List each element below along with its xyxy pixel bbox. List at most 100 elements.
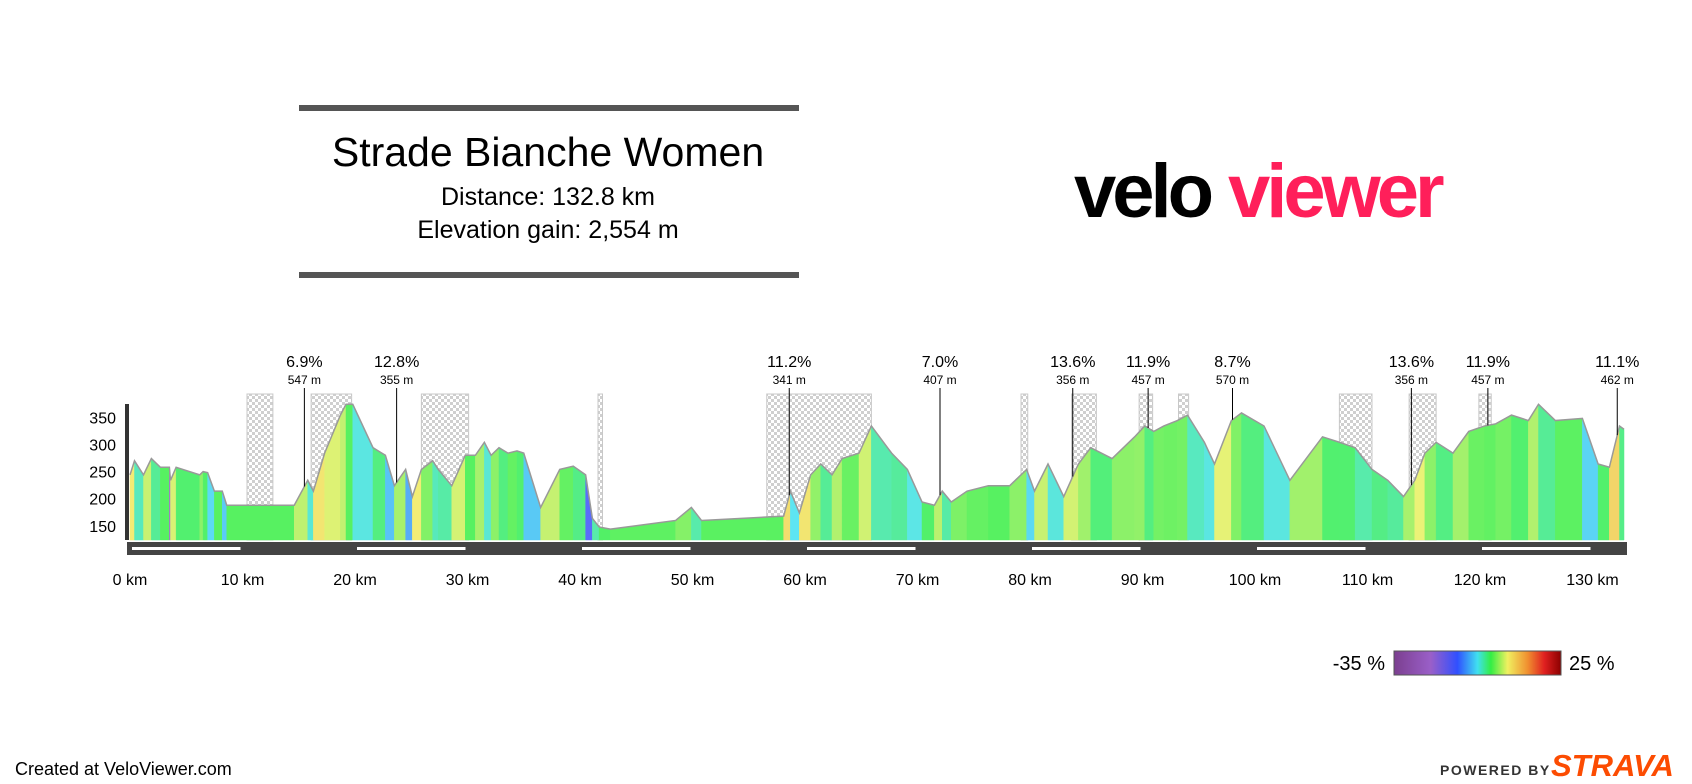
profile-segment (1289, 436, 1323, 541)
climb-length: 457 m (1471, 373, 1504, 387)
profile-segment (199, 470, 204, 541)
profile-segment (1241, 412, 1265, 541)
title: Strade Bianche Women (332, 129, 764, 175)
climb-length: 462 m (1601, 373, 1634, 387)
profile-segment (1263, 425, 1291, 541)
profile-segment (1214, 420, 1232, 541)
x-tick-label: 20 km (333, 572, 377, 589)
elevation-gain: Elevation gain: 2,554 m (417, 216, 678, 244)
scale-min-label: -35 % (1333, 653, 1385, 675)
profile-segment (1177, 414, 1188, 541)
profile-segment (966, 485, 989, 541)
profile-segment (1322, 436, 1340, 541)
climb-length: 356 m (1056, 373, 1089, 387)
profile-segment (1484, 423, 1496, 541)
climb-grade: 11.1% (1595, 354, 1639, 371)
header-rule (299, 105, 799, 111)
profile-segment (340, 404, 347, 541)
profile-segment (1538, 403, 1556, 541)
climb-length: 407 m (923, 373, 956, 387)
profile-segment (1047, 463, 1064, 541)
profile-segment (1163, 420, 1178, 541)
powered-by: POWERED BY (1440, 762, 1551, 778)
profile-segment (151, 457, 161, 541)
profile-segment (421, 460, 433, 541)
profile-segment (907, 469, 923, 541)
y-tick-label: 300 (89, 437, 116, 454)
profile-segment (1609, 425, 1620, 541)
profile-segment (345, 404, 353, 541)
x-tick-label: 120 km (1454, 572, 1506, 589)
profile-segment (1187, 414, 1205, 541)
profile-segment (175, 466, 200, 541)
climb-length: 356 m (1395, 373, 1428, 387)
profile-segment (1468, 425, 1485, 541)
profile-segment (226, 505, 295, 541)
profile-segment (1134, 425, 1145, 541)
profile-segment (214, 490, 223, 541)
profile-segment (1424, 441, 1437, 541)
plot: 150 200 250 300 350 0 km 10 km 20 km 30 km 40 km 5… (89, 354, 1639, 589)
distance: Distance: 132.8 km (441, 183, 655, 211)
profile-segment (675, 506, 692, 541)
profile-segment (394, 468, 406, 541)
logo-viewer: viewer (1228, 149, 1444, 234)
profile-segment (475, 441, 485, 541)
profile-segment (1495, 414, 1512, 541)
profile-segment (1435, 441, 1454, 541)
climb-grade: 8.7% (1214, 354, 1250, 371)
profile-segment (921, 501, 935, 541)
profile-segment (484, 442, 492, 541)
profile-segment (1597, 463, 1610, 541)
gravel-sector (597, 393, 603, 541)
climb-grade: 12.8% (374, 354, 419, 371)
profile-segment (1009, 468, 1027, 541)
profile-segment (498, 447, 509, 541)
profile-segment (810, 463, 821, 541)
profile-outline (129, 403, 1625, 530)
x-tick-label: 100 km (1229, 572, 1281, 589)
profile-segment (1619, 425, 1625, 541)
profile-segment (1582, 418, 1599, 541)
climb-grade: 11.9% (1466, 354, 1510, 371)
profile-segment (1371, 468, 1388, 541)
profile-segment (1144, 425, 1154, 541)
x-tick-label: 90 km (1121, 572, 1165, 589)
x-tick-label: 50 km (671, 572, 715, 589)
profile-segment (202, 471, 208, 541)
profile-segment (523, 453, 541, 541)
profile-segment (691, 506, 702, 541)
climb-length: 341 m (773, 373, 806, 387)
x-tick-label: 80 km (1008, 572, 1052, 589)
profile-segment (573, 465, 586, 541)
climb-grade: 13.6% (1389, 354, 1434, 371)
x-tick-label: 70 km (896, 572, 940, 589)
strava: STRAVA (1551, 748, 1674, 783)
climb-length: 457 m (1131, 373, 1164, 387)
profile-segment (1034, 463, 1049, 541)
profile-segment (820, 463, 833, 541)
profile-segment (1063, 463, 1079, 541)
profile-segment (1555, 418, 1583, 541)
profile-segment (432, 459, 439, 541)
logo-velo: velo (1074, 149, 1212, 234)
y-tick-label: 350 (89, 410, 116, 427)
profile-segment (1204, 442, 1215, 541)
credit: Created at VeloViewer.com (15, 759, 232, 779)
x-tick-label: 130 km (1566, 572, 1618, 589)
y-tick-label: 150 (89, 519, 116, 536)
header-rule (299, 272, 799, 278)
profile-segment (507, 450, 518, 541)
profile-segment (942, 490, 952, 541)
profile-segment (1452, 430, 1469, 541)
profile-segment (1231, 412, 1242, 541)
profile-segment (160, 466, 170, 541)
climb-length: 355 m (380, 373, 413, 387)
profile-segment (871, 425, 892, 541)
profile-segment (1111, 436, 1135, 541)
profile-segment (412, 469, 422, 541)
climb-length: 547 m (288, 373, 321, 387)
y-axis (125, 404, 129, 540)
